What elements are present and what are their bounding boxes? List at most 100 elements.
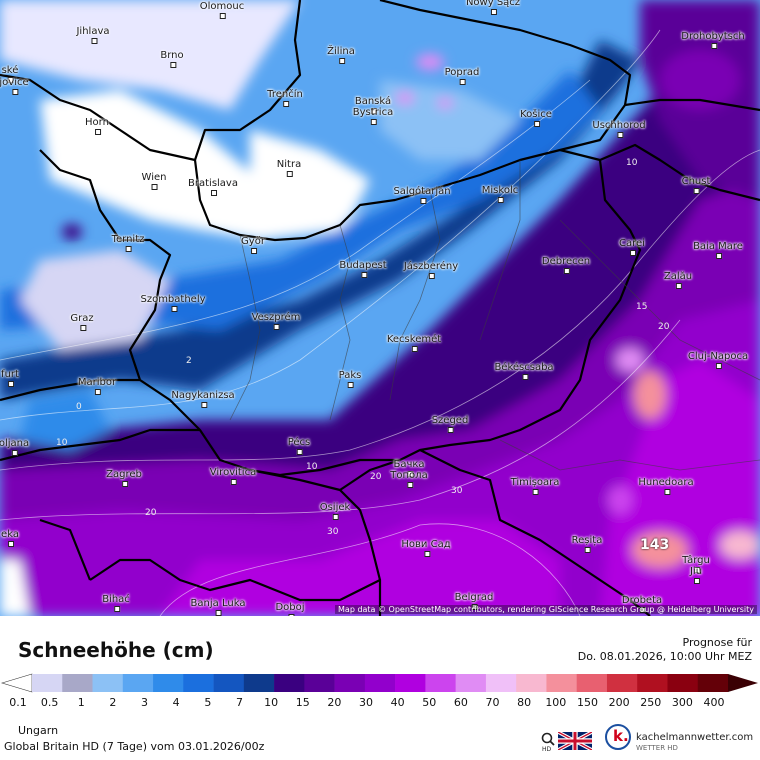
city-label: Jihlava xyxy=(76,26,110,44)
city-label: Uschhorod xyxy=(592,120,646,138)
city-label: Horn xyxy=(85,117,109,135)
city-label: Târgu xyxy=(682,555,710,573)
city-label: Нови Сад xyxy=(401,539,451,557)
city-label: Szeged xyxy=(431,415,469,433)
legend-swatch xyxy=(304,674,335,692)
legend-tick-label: 3 xyxy=(141,696,149,709)
max-snow-value: 143 xyxy=(640,537,670,553)
city-label: Salgótarján xyxy=(393,186,451,204)
region-borders xyxy=(229,160,760,471)
contour-value: 20 xyxy=(658,322,670,332)
legend-tick-label: 50 xyxy=(422,696,437,709)
city-label: Žilina xyxy=(327,46,355,64)
legend-tick-label: 40 xyxy=(390,696,405,709)
map-attribution: Map data © OpenStreetMap contributors, r… xyxy=(335,605,757,614)
map-canvas xyxy=(0,0,760,616)
legend-low-arrow xyxy=(0,673,33,693)
kachelmann-logo-icon[interactable]: k. xyxy=(605,724,631,750)
legend-tick-label: 60 xyxy=(453,696,468,709)
legend-tick-label: 7 xyxy=(235,696,243,709)
legend-swatch xyxy=(274,674,305,692)
city-label: Szombathely xyxy=(140,294,206,312)
legend-swatch xyxy=(62,674,93,692)
legend-swatch xyxy=(32,674,63,692)
legend-swatch xyxy=(546,674,577,692)
contour-value: 10 xyxy=(306,462,318,472)
city-label: Zagreb xyxy=(106,469,142,487)
city-label: Győr xyxy=(241,236,265,254)
city-label: Belgrad xyxy=(454,592,494,610)
contour-value: 15 xyxy=(636,302,648,312)
city-label: Drohobytsch xyxy=(681,31,745,49)
city-label: Graz xyxy=(70,313,94,331)
city-label: Bihać xyxy=(102,594,130,612)
city-label: Jiu xyxy=(689,566,703,584)
legend-swatch xyxy=(92,674,124,692)
legend-tick-label: 4 xyxy=(172,696,180,709)
brand-name[interactable]: kachelmannwetter.com xyxy=(636,732,754,743)
city-label: Nagykanizsa xyxy=(171,390,235,408)
legend-swatch xyxy=(455,674,487,692)
city-label: furt xyxy=(1,369,19,387)
legend-tick-label: 15 xyxy=(295,696,310,709)
legend-tick-label: 2 xyxy=(109,696,117,709)
logo-letter: k. xyxy=(613,727,629,745)
legend-swatch xyxy=(485,674,517,692)
city-label: Chust xyxy=(681,176,711,194)
snow-depth-field xyxy=(0,0,760,616)
city-label: Ternitz xyxy=(111,234,145,252)
city-label: Nitra xyxy=(276,159,302,177)
contour-value: 0 xyxy=(76,402,82,412)
forecast-label: Prognose für xyxy=(682,636,753,649)
legend-tick-label: 1 xyxy=(77,696,85,709)
city-label: eka xyxy=(1,529,19,547)
city-label: Osijek xyxy=(319,502,351,520)
legend-tick-label: 200 xyxy=(608,696,630,709)
city-label: Бачка xyxy=(393,459,425,477)
legend-tick-label: 250 xyxy=(640,696,662,709)
contour-value: 30 xyxy=(451,486,463,496)
city-label: jovice xyxy=(0,77,29,95)
brand-subtitle: WETTER HD xyxy=(636,744,678,752)
contour-value: 2 xyxy=(186,356,192,366)
contour-value: 30 xyxy=(327,527,339,537)
city-label: ské xyxy=(1,65,19,83)
city-label: Drobeta xyxy=(621,595,663,613)
chart-title: Schneehöhe (cm) xyxy=(18,638,214,662)
city-label: Baia Mare xyxy=(693,241,743,259)
magnifier-hd-icon[interactable]: HD xyxy=(540,732,556,752)
city-label: Veszprém xyxy=(251,312,301,330)
city-label: Trenčín xyxy=(267,89,303,107)
legend-tick-label: 30 xyxy=(359,696,373,709)
snow-depth-map: Olomouc Nowy Sącz Jihlava Žilina Drohobytsch… xyxy=(0,0,760,616)
color-scale-labels: 0.1 0.5 1 2 3 4 5 7 10 15 20 30 40 50 60 70 80 100 150 200 2… xyxy=(0,696,760,710)
legend-swatch xyxy=(697,674,729,692)
city-label: Debrecen xyxy=(541,256,591,274)
legend-swatch xyxy=(213,674,245,692)
city-label: Banská xyxy=(354,96,392,114)
legend-swatch xyxy=(183,674,214,692)
legend-high-arrow xyxy=(728,674,758,692)
city-label: Jászberény xyxy=(403,261,459,279)
color-scale-bar xyxy=(0,673,758,693)
city-label: Carei xyxy=(619,238,645,256)
city-label: Timișoara xyxy=(510,477,560,495)
city-label: Kecskemét xyxy=(386,334,442,352)
city-label: Budapest xyxy=(339,260,387,278)
legend-swatch xyxy=(667,674,699,692)
legend-swatch xyxy=(606,674,638,692)
legend-swatch xyxy=(395,674,426,692)
legend-tick-label: 0.5 xyxy=(40,696,59,709)
city-label: Brno xyxy=(160,50,184,68)
city-label: Bystrica xyxy=(352,107,394,125)
city-label: Топола xyxy=(390,470,428,488)
country-borders xyxy=(0,0,760,616)
legend-tick-label: 70 xyxy=(485,696,500,709)
city-label: Košice xyxy=(520,109,552,127)
contour-value: 20 xyxy=(370,472,382,482)
legend-tick-label: 80 xyxy=(517,696,532,709)
legend-tick-label: 300 xyxy=(671,696,693,709)
legend-swatch xyxy=(243,674,275,692)
uk-flag-icon[interactable] xyxy=(558,732,592,750)
city-label: Poprad xyxy=(444,67,480,85)
